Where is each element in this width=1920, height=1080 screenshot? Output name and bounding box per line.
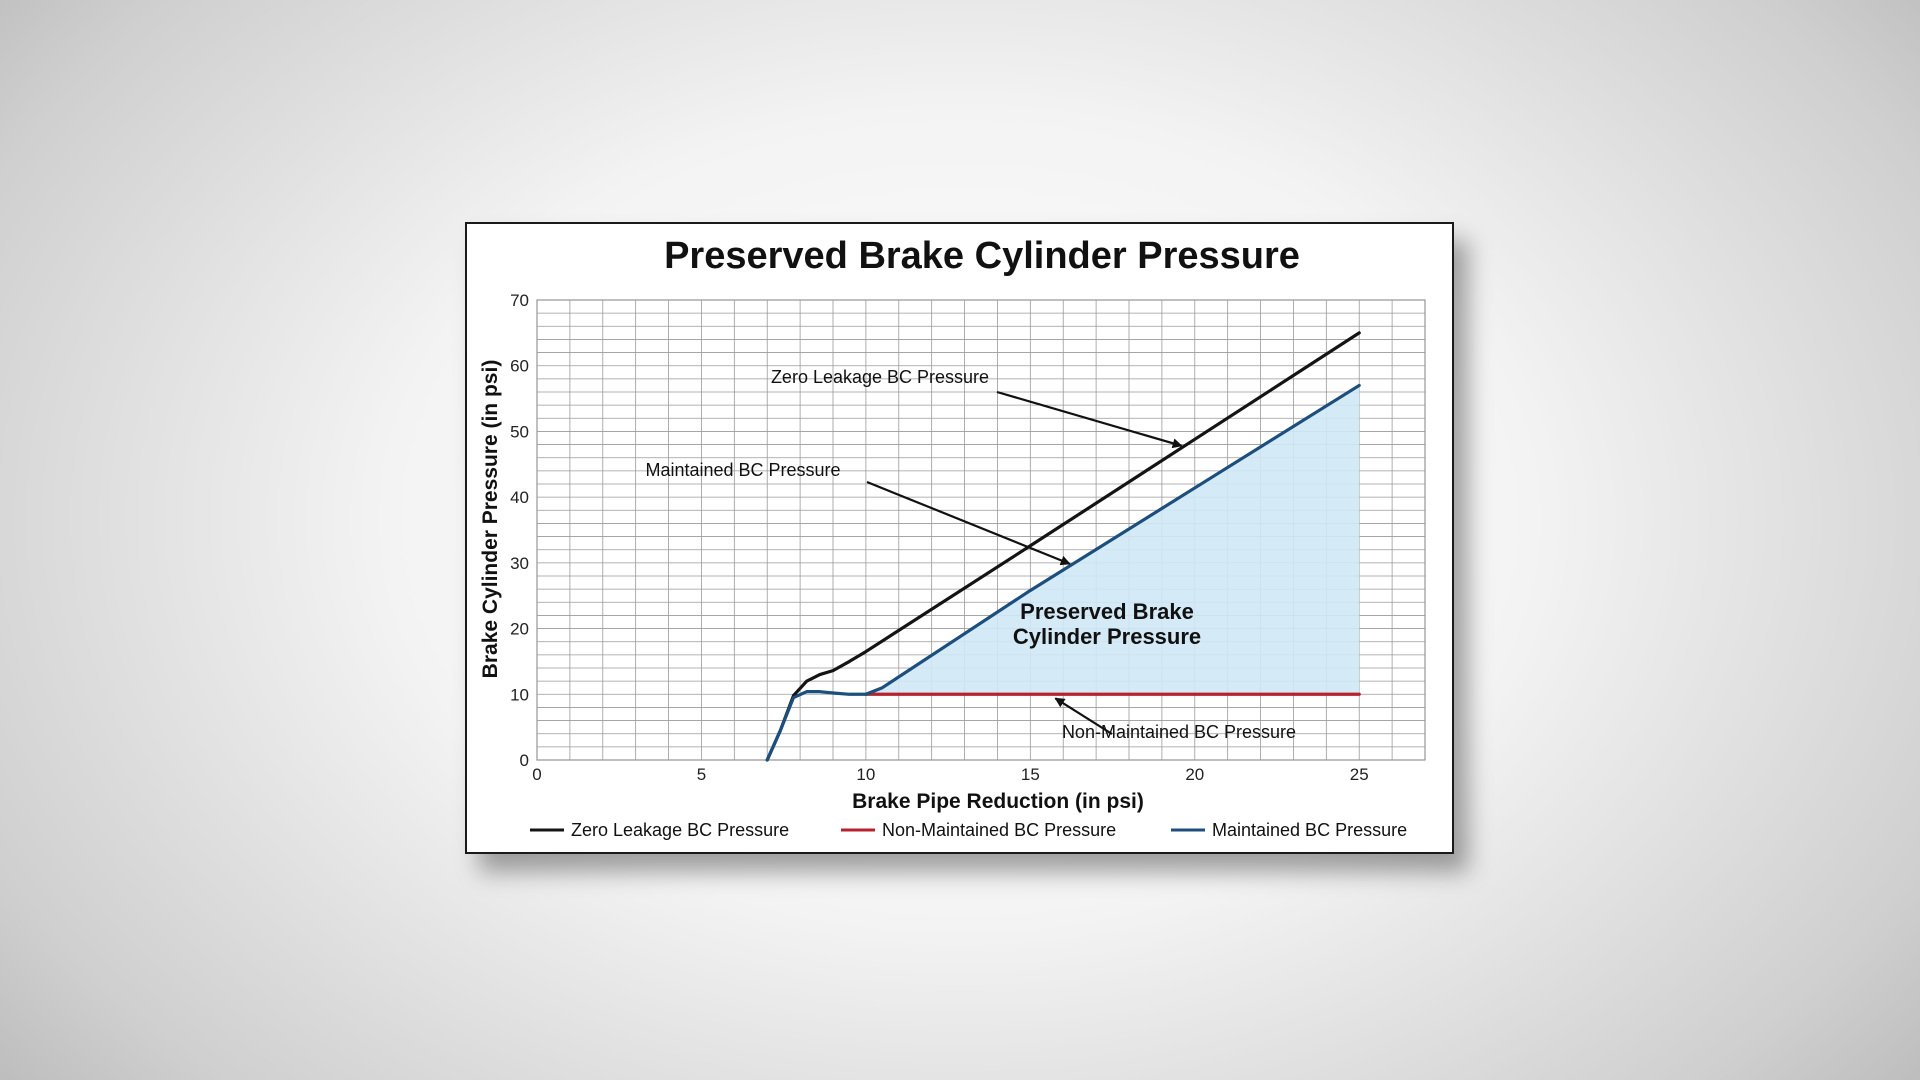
legend: Zero Leakage BC Pressure Non-Maintained … xyxy=(530,820,1407,840)
annotation-non-maintained: Non-Maintained BC Pressure xyxy=(1062,722,1296,742)
x-axis-label: Brake Pipe Reduction (in psi) xyxy=(852,790,1144,813)
x-tick-label: 5 xyxy=(697,765,706,784)
tick-labels: 0 5 10 15 20 25 0 10 20 30 40 50 60 70 xyxy=(510,291,1369,784)
annotations: Zero Leakage BC Pressure Maintained BC P… xyxy=(645,367,1296,742)
shaded-region-label-line2: Cylinder Pressure xyxy=(1013,624,1201,649)
y-tick-label: 0 xyxy=(520,751,529,770)
legend-label-non-maintained: Non-Maintained BC Pressure xyxy=(882,820,1116,840)
y-tick-label: 70 xyxy=(510,291,529,310)
x-tick-label: 25 xyxy=(1350,765,1369,784)
annotation-arrow-non-maintained xyxy=(1054,697,1113,735)
y-axis-label: Brake Cylinder Pressure (in psi) xyxy=(479,360,502,679)
annotation-arrow-maintained xyxy=(866,480,1071,566)
x-tick-label: 0 xyxy=(532,765,541,784)
x-tick-label: 20 xyxy=(1185,765,1204,784)
legend-label-maintained: Maintained BC Pressure xyxy=(1212,820,1407,840)
annotation-arrow-zero-leakage xyxy=(996,390,1183,449)
chart-svg: Preserved Brake Cylinder Pressure 0 5 10 15… xyxy=(479,235,1426,840)
y-tick-label: 30 xyxy=(510,554,529,573)
y-tick-label: 60 xyxy=(510,357,529,376)
y-tick-label: 20 xyxy=(510,620,529,639)
series-lines xyxy=(765,331,1361,762)
y-tick-label: 50 xyxy=(510,422,529,441)
y-tick-label: 10 xyxy=(510,685,529,704)
y-tick-label: 40 xyxy=(510,488,529,507)
series-line-maintained xyxy=(765,383,1361,762)
shaded-region-label-line1: Preserved Brake xyxy=(1020,599,1194,624)
x-tick-label: 10 xyxy=(856,765,875,784)
chart-card: Preserved Brake Cylinder Pressure 0 5 10 15… xyxy=(465,222,1454,854)
chart-title: Preserved Brake Cylinder Pressure xyxy=(664,235,1300,277)
legend-label-zero-leakage: Zero Leakage BC Pressure xyxy=(571,820,789,840)
x-tick-label: 15 xyxy=(1021,765,1040,784)
annotation-maintained: Maintained BC Pressure xyxy=(645,460,840,480)
annotation-zero-leakage: Zero Leakage BC Pressure xyxy=(771,367,989,387)
